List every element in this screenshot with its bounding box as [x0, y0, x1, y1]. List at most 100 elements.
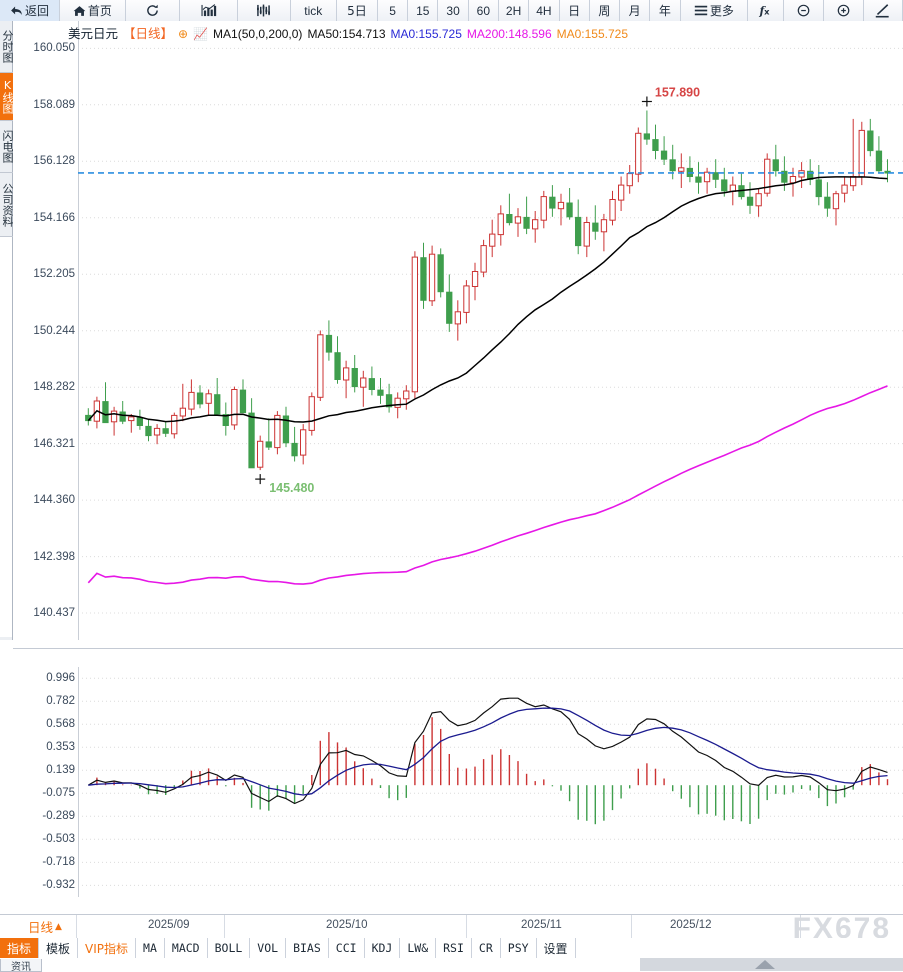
- left-chart-type-rail: 分时图 K线图闪电图 公司资料: [0, 21, 13, 640]
- ind-tab-indicator[interactable]: 指标: [0, 938, 40, 958]
- period-5d-button[interactable]: 5日: [337, 0, 378, 21]
- macd-plot-area[interactable]: [78, 667, 903, 897]
- candlestick-chart-button[interactable]: [180, 0, 239, 21]
- price-axis-tick: 156.128: [33, 155, 75, 168]
- tick-button-label: tick: [304, 3, 323, 18]
- bar-chart-icon: [201, 4, 217, 17]
- price-axis-tick: 160.050: [33, 42, 75, 55]
- period-15m-button-label: 15: [416, 3, 430, 18]
- rail-filler: [0, 237, 12, 637]
- macd-axis-tick: -0.503: [42, 833, 75, 846]
- period-30m-button-label: 30: [446, 3, 460, 18]
- ma0-orange-value: MA0:155.725: [556, 27, 629, 41]
- macd-axis-tick: -0.718: [42, 856, 75, 869]
- macd-axis-tick: 0.782: [46, 695, 75, 708]
- home-button[interactable]: 首页: [60, 0, 126, 21]
- price-axis-tick: 150.244: [33, 324, 75, 337]
- symbol-name: 美元日元: [68, 26, 119, 41]
- ind-btn-rsi-label: RSI: [443, 941, 464, 955]
- period-2h-button-label: 2H: [505, 3, 522, 18]
- indicator-toolbar: 指标 模板 VIP指标 MA MACD BOLL VOL BIAS CCI KDJ LW& RSI CR…: [0, 938, 903, 959]
- period-4h-button[interactable]: 4H: [529, 0, 560, 21]
- ind-tab-vip[interactable]: VIP指标: [78, 938, 137, 958]
- ma0-blue-value: MA0:155.725: [390, 27, 462, 41]
- date-axis-separator: [224, 915, 225, 938]
- equalizer-icon: [256, 4, 271, 17]
- ind-btn-kdj[interactable]: KDJ: [365, 938, 401, 958]
- svg-text:f: f: [758, 5, 766, 18]
- ind-btn-macd-label: MACD: [171, 941, 200, 955]
- sidebar-tab-kline[interactable]: K线图: [0, 73, 13, 121]
- ind-btn-lwr-label: LW&: [407, 941, 429, 955]
- period-day-button[interactable]: 日: [560, 0, 590, 21]
- ind-btn-ma-label: MA: [143, 941, 157, 955]
- price-axis-tick: 152.205: [33, 268, 75, 281]
- more-menu-button[interactable]: 更多: [681, 0, 749, 21]
- ind-btn-psy[interactable]: PSY: [501, 938, 537, 958]
- top-toolbar: 返回 首页 tick 5日 5 15 30 60 2H 4H 日 周 月 年 更多 f x: [0, 0, 903, 22]
- ind-btn-cr[interactable]: CR: [472, 938, 501, 958]
- period-60m-button[interactable]: 60: [469, 0, 499, 21]
- period-2h-button[interactable]: 2H: [499, 0, 530, 21]
- macd-chart-pane[interactable]: 0.996 0.782 0.568 0.353 0.139 -0.075 -0.289 -0.…: [13, 648, 903, 915]
- ind-btn-cci[interactable]: CCI: [329, 938, 365, 958]
- back-button[interactable]: 返回: [0, 0, 61, 21]
- period-5d-button-label: 5日: [347, 4, 367, 18]
- ind-btn-bias-label: BIAS: [293, 941, 321, 955]
- sidebar-tab-flash[interactable]: 闪电图: [0, 121, 13, 173]
- refresh-button[interactable]: [126, 0, 181, 21]
- period-month-button[interactable]: 月: [620, 0, 651, 21]
- price-axis-tick: 144.360: [33, 494, 75, 507]
- period-indicator-chip[interactable]: 日线 ▲: [14, 915, 77, 938]
- indicator-chart-icon[interactable]: 📈: [193, 27, 209, 41]
- macd-axis-tick: 0.139: [46, 764, 75, 777]
- ind-btn-cr-label: CR: [478, 941, 493, 955]
- price-chart-pane[interactable]: 160.050 158.089 156.128 154.166 152.205 150.2…: [13, 21, 903, 640]
- ind-btn-vol[interactable]: VOL: [250, 938, 287, 958]
- zoom-in-button[interactable]: [824, 0, 865, 21]
- collapse-arrow-icon[interactable]: [755, 960, 775, 969]
- date-axis-tick: 2025/09: [148, 919, 190, 931]
- news-tab[interactable]: 资讯: [0, 959, 42, 972]
- zoom-out-button[interactable]: [784, 0, 825, 21]
- price-axis-tick: 140.437: [33, 607, 75, 620]
- period-year-button[interactable]: 年: [650, 0, 681, 21]
- period-60m-button-label: 60: [476, 3, 491, 18]
- crosshair-toggle-icon[interactable]: ⊕: [178, 27, 189, 41]
- ma200-value: MA200:148.596: [466, 27, 552, 41]
- caret-up-icon: ▲: [55, 921, 62, 932]
- macd-y-axis: 0.996 0.782 0.568 0.353 0.139 -0.075 -0.289 -0.…: [13, 649, 75, 915]
- depth-chart-button[interactable]: [238, 0, 291, 21]
- symbol-period: 【日线】: [123, 26, 174, 41]
- period-5m-button[interactable]: 5: [378, 0, 409, 21]
- sidebar-tab-timeshare[interactable]: 分时图: [0, 21, 13, 73]
- ind-btn-lwr[interactable]: LW&: [400, 938, 437, 958]
- tick-button[interactable]: tick: [291, 0, 338, 21]
- ind-btn-ma[interactable]: MA: [136, 938, 165, 958]
- period-week-button[interactable]: 周: [590, 0, 621, 21]
- ind-tab-template[interactable]: 模板: [39, 938, 79, 958]
- ind-btn-bias[interactable]: BIAS: [286, 938, 329, 958]
- draw-line-button[interactable]: [864, 0, 903, 21]
- date-axis: 日线 ▲ 2025/09 2025/10 2025/11 2025/12: [0, 914, 903, 940]
- hamburger-icon: [694, 5, 708, 16]
- macd-axis-tick: 0.353: [46, 741, 75, 754]
- period-week-button-label: 周: [598, 4, 611, 18]
- ind-btn-rsi[interactable]: RSI: [436, 938, 472, 958]
- sidebar-tab-kline-label: K线图: [1, 79, 13, 114]
- date-axis-separator: [76, 915, 77, 938]
- price-plot-area[interactable]: 157.890 145.480: [78, 21, 903, 640]
- zoom-out-icon: [797, 4, 811, 18]
- sidebar-tab-info[interactable]: 公司资料: [0, 173, 13, 237]
- ind-btn-settings[interactable]: 设置: [537, 938, 576, 958]
- ind-btn-macd[interactable]: MACD: [165, 938, 208, 958]
- price-axis-tick: 142.398: [33, 550, 75, 563]
- back-arrow-icon: [10, 5, 23, 17]
- period-day-button-label: 日: [568, 4, 581, 18]
- period-30m-button[interactable]: 30: [438, 0, 469, 21]
- period-15m-button[interactable]: 15: [408, 0, 439, 21]
- indicator-bar-filler: [576, 938, 903, 958]
- ind-btn-boll[interactable]: BOLL: [208, 938, 251, 958]
- ind-btn-cci-label: CCI: [335, 941, 357, 955]
